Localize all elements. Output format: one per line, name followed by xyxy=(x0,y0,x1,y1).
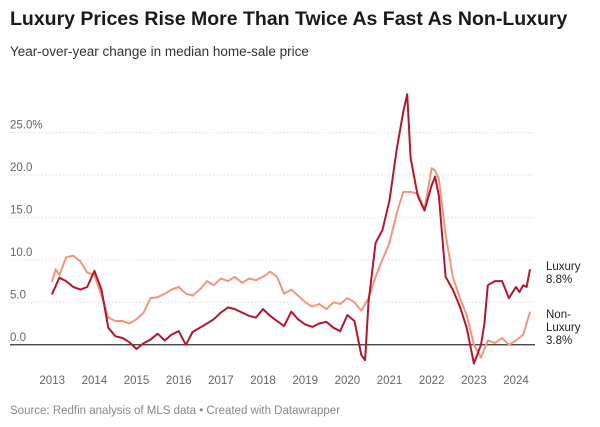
luxury-end-label: 8.8% xyxy=(546,274,572,286)
chart-subtitle: Year-over-year change in median home-sal… xyxy=(10,44,309,59)
y-tick-label: 15.0 xyxy=(10,204,32,216)
x-tick-label: 2015 xyxy=(124,375,150,387)
x-tick-label: 2022 xyxy=(419,375,445,387)
x-tick-label: 2014 xyxy=(82,375,108,387)
x-tick-label: 2016 xyxy=(166,375,192,387)
x-tick-label: 2021 xyxy=(377,375,403,387)
chart-title: Luxury Prices Rise More Than Twice As Fa… xyxy=(10,8,568,30)
x-tick-label: 2018 xyxy=(250,375,276,387)
y-tick-label: 25.0% xyxy=(10,119,43,131)
source-footer: Source: Redfin analysis of MLS data • Cr… xyxy=(10,405,341,417)
x-tick-label: 2019 xyxy=(292,375,318,387)
x-tick-label: 2013 xyxy=(39,375,65,387)
x-tick-label: 2017 xyxy=(208,375,234,387)
y-tick-label: 5.0 xyxy=(10,289,26,301)
luxury-end-label: Luxury xyxy=(546,261,581,273)
y-tick-label: 0.0 xyxy=(10,332,26,344)
y-axis-tick-labels: 0.0 5.0 10.0 15.0 20.0 25.0% xyxy=(10,119,43,343)
x-axis-tick-labels: 2013 2014 2015 2016 2017 2018 2019 2020 2021 2022… xyxy=(39,375,529,387)
grid-lines xyxy=(10,131,535,346)
luxury-series-line xyxy=(51,93,531,365)
y-tick-label: 20.0 xyxy=(10,162,32,174)
non-luxury-end-label: Non- xyxy=(546,309,571,321)
non-luxury-end-label: Luxury xyxy=(546,322,581,334)
non-luxury-series-line xyxy=(51,167,531,359)
y-tick-label: 10.0 xyxy=(10,247,32,259)
series-lines xyxy=(51,93,531,365)
x-tick-label: 2020 xyxy=(335,375,361,387)
x-tick-label: 2023 xyxy=(461,375,487,387)
non-luxury-end-label: 3.8% xyxy=(546,335,572,347)
x-tick-label: 2024 xyxy=(503,375,529,387)
